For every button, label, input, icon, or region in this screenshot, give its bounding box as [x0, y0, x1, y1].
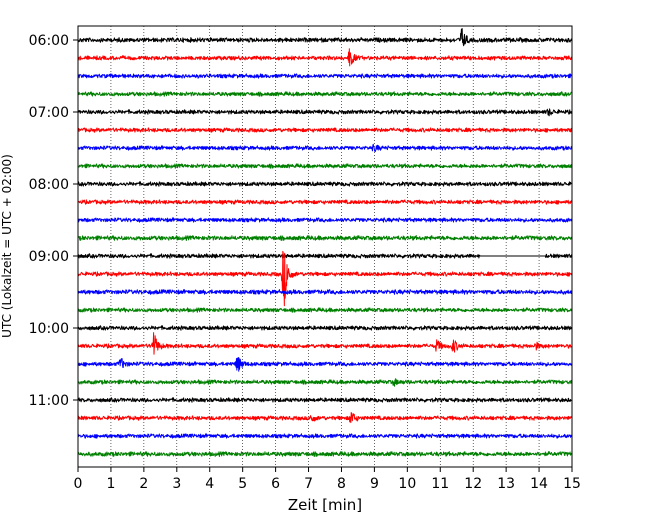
x-tick-label: 12: [464, 476, 482, 492]
seismic-trace-0745: [77, 163, 573, 169]
seismic-trace-0600: [77, 28, 573, 47]
seismic-trace-1015: [77, 332, 573, 355]
plot-frame: [77, 25, 573, 468]
seismic-trace-0930: [77, 289, 573, 295]
x-tick-label: 4: [205, 476, 214, 492]
y-tick-label: 06:00: [29, 33, 69, 49]
seismic-trace-1145: [77, 451, 573, 457]
x-tick-label: 6: [271, 476, 280, 492]
seismic-trace-0945: [77, 307, 573, 313]
x-tick-label: 9: [370, 476, 379, 492]
seismic-trace-1130: [77, 433, 573, 439]
y-axis-label: UTC (Lokalzeit = UTC + 02:00): [0, 154, 14, 338]
y-tick-label: 07:00: [29, 105, 69, 121]
seismic-trace-0730: [77, 143, 573, 153]
seismic-trace-0615: [77, 48, 573, 67]
seismic-trace-0630: [77, 73, 573, 79]
y-tick-label: 08:00: [29, 177, 69, 193]
seismic-trace-1115: [77, 412, 573, 424]
y-axis: 06:00 07:00 08:00 09:00 10:00 11:00: [29, 33, 78, 409]
x-tick-label: 5: [238, 476, 247, 492]
x-tick-label: 11: [431, 476, 449, 492]
seismic-trace-0645: [77, 91, 573, 97]
seismic-trace-1100: [77, 397, 573, 403]
x-tick-label: 3: [172, 476, 181, 492]
seismic-trace-1000: [77, 325, 573, 331]
y-tick-label: 11:00: [29, 393, 69, 409]
y-tick-label: 10:00: [29, 321, 69, 337]
x-tick-label: 10: [398, 476, 416, 492]
seismic-trace-0715: [77, 127, 573, 133]
x-tick-label: 2: [139, 476, 148, 492]
x-tick-label: 14: [530, 476, 548, 492]
x-axis: 0 1 2 3 4 5 6 7 8 9 10 11 12 13 14 15: [74, 467, 581, 492]
plot-area: [78, 26, 572, 467]
seismic-trace-1045: [77, 378, 573, 387]
seismic-trace-0845: [77, 235, 573, 241]
x-tick-label: 1: [106, 476, 115, 492]
x-tick-label: 13: [497, 476, 515, 492]
x-tick-label: 8: [337, 476, 346, 492]
seismic-trace-1030: [77, 356, 573, 372]
seismic-trace-0900: [77, 253, 573, 259]
seismic-trace-0800: [77, 181, 573, 187]
x-tick-label: 15: [563, 476, 581, 492]
seismic-trace-0815: [77, 199, 573, 205]
y-tick-label: 09:00: [29, 249, 69, 265]
x-axis-label: Zeit [min]: [288, 496, 362, 514]
seismic-traces: [77, 28, 573, 457]
x-tick-label: 7: [304, 476, 313, 492]
seismic-trace-0915: [77, 250, 573, 307]
x-tick-label: 0: [74, 476, 83, 492]
seismic-trace-0830: [77, 217, 573, 223]
seismic-trace-0700: [77, 108, 573, 117]
